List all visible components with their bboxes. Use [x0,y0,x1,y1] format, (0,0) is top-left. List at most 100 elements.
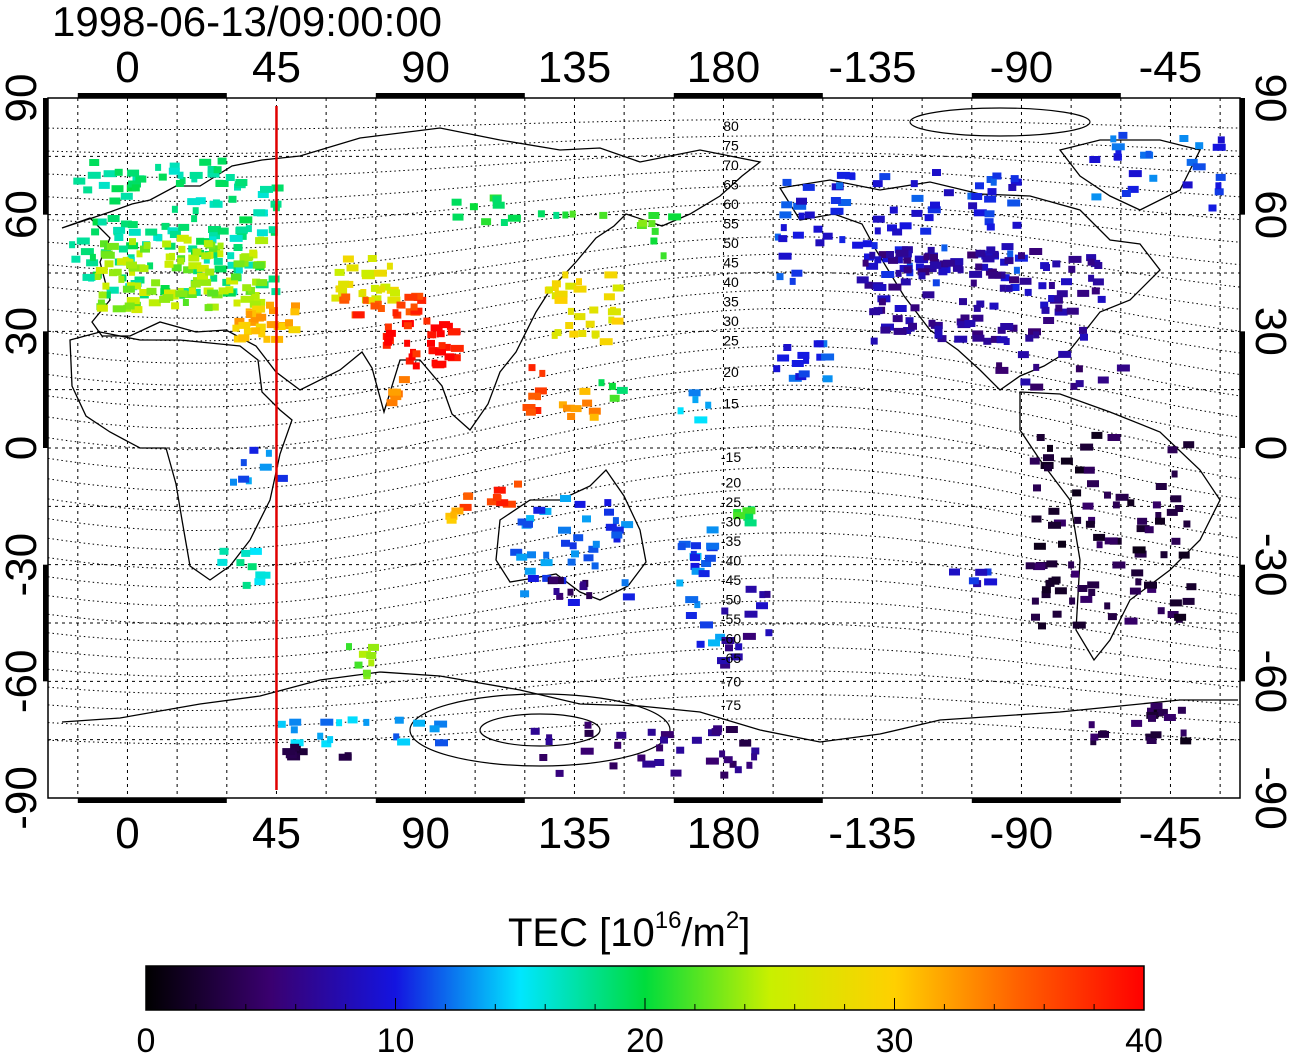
tec-cell [586,592,593,600]
tec-cell [614,741,622,749]
tec-cell [1056,290,1068,298]
tec-cell [565,322,574,329]
tec-cell [983,337,992,345]
tec-cell [1033,563,1046,571]
tec-cell [436,330,445,338]
tec-cell [238,334,250,342]
tec-cell [1147,585,1157,593]
tec-cell [648,212,660,219]
tec-cell [997,326,1006,334]
tec-cell [510,548,523,556]
tec-cell [1072,621,1086,629]
tec-cell [102,282,110,290]
tec-cell [251,327,261,335]
tec-cell [225,174,235,181]
tec-cell [1069,597,1076,605]
tec-cell [252,261,265,269]
tec-cell [397,738,411,746]
tec-cell [542,574,552,582]
tec-cell [1004,257,1014,265]
tec-cell [290,739,304,747]
tec-cell [384,333,394,341]
tec-cell [1155,483,1167,490]
tec-cell [599,338,613,346]
tec-cell [813,340,824,348]
tec-cell [1019,277,1032,285]
coastline-greenland [1058,139,1201,211]
contour-label: -20 [721,475,741,491]
tec-cell [269,307,278,315]
tec-cell [354,661,363,669]
tec-cell [1071,570,1080,578]
tec-cell [1174,613,1187,621]
tec-cell [107,215,120,222]
tec-cell [759,591,766,599]
tec-cell [187,198,201,206]
tec-cell [252,278,261,286]
tec-cell [730,653,743,661]
tec-cell [104,260,114,268]
contour-label: 60 [723,196,739,212]
tec-cell [605,523,617,531]
tec-cell [721,637,735,644]
tec-cell [822,375,833,383]
tec-cell [423,317,431,325]
tec-cell [207,170,220,178]
tec-cell [793,202,807,210]
contour-line [48,600,1240,660]
tec-cell [1146,737,1157,744]
tec-cell [1124,617,1138,625]
tec-cell [128,228,141,236]
tec-cell [361,269,375,277]
tec-cell [1088,589,1096,596]
tec-cell [259,463,272,471]
tec-cell [80,248,94,256]
x-tick-label-top: 180 [687,43,760,92]
contour-label: 35 [723,294,739,310]
tec-cell [320,718,334,726]
tec-cell [584,729,594,737]
tec-cell [611,526,624,534]
tec-cell [822,232,833,240]
tec-cell [463,492,474,500]
tec-cell [217,558,228,566]
tec-cell [214,265,227,273]
tec-cell [217,250,224,258]
tec-cell [553,211,560,219]
tec-cell [109,197,121,205]
tec-cell [255,237,269,245]
tec-cell [346,264,359,272]
tec-cell [1075,380,1084,388]
tec-cell [690,562,700,570]
tec-cell [1066,307,1079,315]
tec-cell [744,519,757,527]
tec-cell [290,726,298,734]
tec-cell [1111,143,1125,151]
contour-line [48,466,1240,551]
contour-label: -60 [721,631,741,647]
y-tick-label-right: 90 [1246,74,1292,123]
tec-cell [554,329,562,337]
tec-cell [162,240,172,248]
tec-cell [528,392,541,400]
tec-cell [1043,454,1054,462]
contour-label: -45 [721,572,741,588]
tec-cell [802,183,815,191]
tec-cell [1145,150,1152,158]
tec-cell [576,278,582,286]
tec-cell [285,319,293,327]
tec-cell [1115,147,1122,154]
tec-cell [816,353,826,361]
tec-cell [367,255,377,262]
tec-cell [1179,135,1189,142]
tec-cell [114,168,123,176]
tec-cell [706,542,720,550]
tec-cell [523,520,533,528]
tec-cell [1091,287,1100,295]
tec-cell [1050,295,1061,303]
tec-cell [238,475,250,483]
tec-cell [706,526,719,534]
tec-cell [358,290,365,298]
tec-cell [821,353,835,361]
tec-cell [1012,221,1022,229]
